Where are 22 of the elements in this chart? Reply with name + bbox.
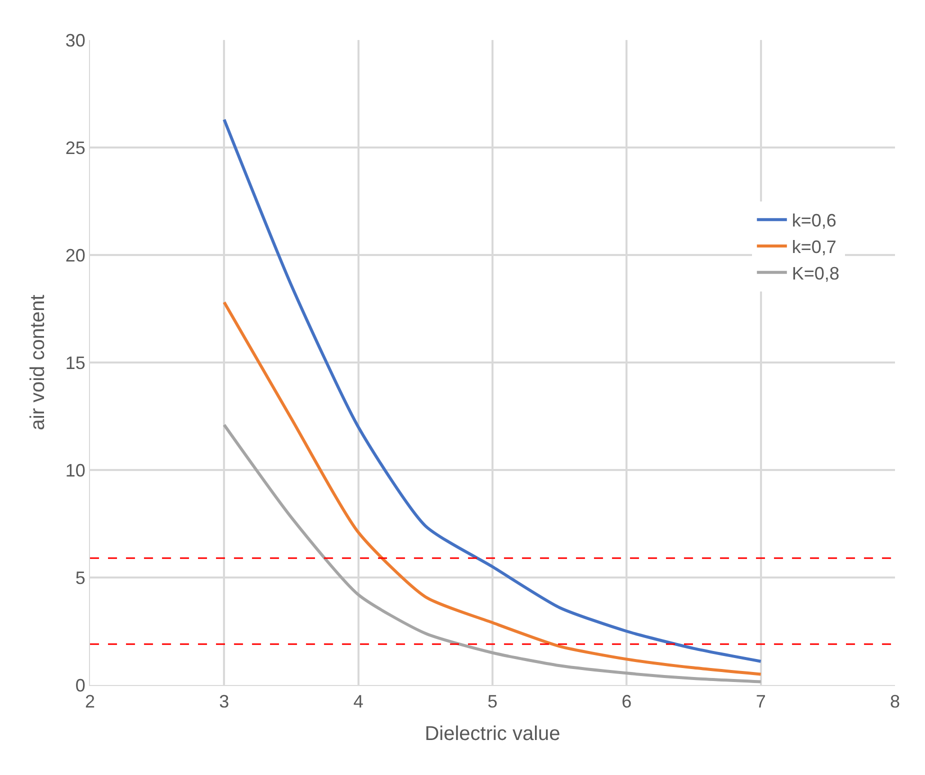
x-tick-label: 2 (84, 692, 96, 712)
y-tick-label: 5 (75, 568, 86, 588)
line-series (222, 118, 762, 663)
x-tick-label: 8 (890, 692, 900, 712)
y-tick-label: 30 (65, 30, 86, 50)
legend-label: k=0,7 (792, 237, 836, 258)
y-tick-label: 10 (65, 460, 86, 480)
y-tick-label: 0 (75, 675, 86, 696)
line-series (222, 300, 762, 676)
y-tick-label: 20 (65, 245, 86, 266)
x-tick-label: 4 (353, 692, 364, 712)
legend-label: k=0,6 (792, 210, 836, 231)
x-tick-label: 7 (756, 692, 766, 712)
y-tick-label: 25 (65, 138, 86, 158)
line-series (222, 423, 762, 684)
y-tick-label: 15 (65, 352, 86, 373)
y-axis-title: air void content (26, 294, 49, 430)
legend-label: K=0,8 (792, 263, 840, 284)
x-axis-title: Dielectric value (424, 723, 560, 746)
x-tick-label: 3 (219, 692, 230, 712)
x-tick-label: 6 (622, 692, 632, 712)
x-tick-label: 5 (487, 692, 498, 712)
